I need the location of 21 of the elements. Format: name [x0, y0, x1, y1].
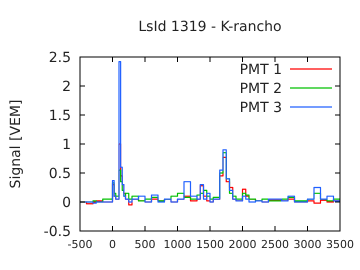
x-tick-label: 2000: [228, 238, 256, 251]
x-tick-label: 500: [134, 238, 156, 251]
legend-label: PMT 1: [240, 62, 282, 78]
x-tick-label: 2500: [261, 238, 289, 251]
y-tick-label: 1.5: [48, 108, 71, 124]
legend-label: PMT 3: [240, 100, 282, 116]
y-tick-label: 0.5: [48, 166, 71, 182]
y-tick-label: 0: [62, 195, 71, 211]
x-tick-label: 1000: [164, 238, 192, 251]
y-tick-label: 2: [62, 79, 71, 95]
y-tick-label: 2.5: [48, 50, 71, 66]
x-tick-label: 0: [109, 238, 116, 251]
y-tick-label: -0.5: [44, 224, 71, 240]
x-tick-label: 3500: [326, 238, 354, 251]
x-tick-label: 1500: [196, 238, 224, 251]
x-tick-label: 3000: [294, 238, 322, 251]
legend-label: PMT 2: [240, 81, 282, 97]
y-tick-label: 1: [62, 137, 71, 153]
y-axis-title: Signal [VEM]: [8, 100, 24, 188]
x-tick-label: -500: [68, 238, 92, 251]
chart-title: LsId 1319 - K-rancho: [138, 19, 282, 35]
